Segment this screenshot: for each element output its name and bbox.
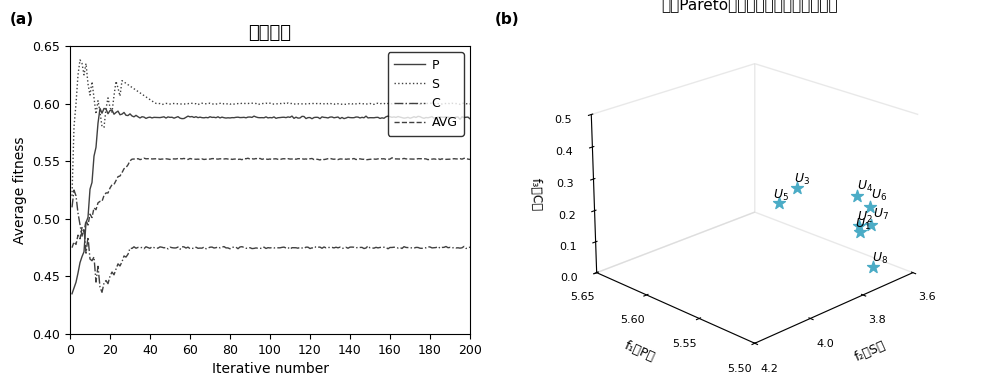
Line: S: S — [72, 60, 470, 196]
C — [84, 257, 96, 262]
X-axis label: Iterative number: Iterative number — [212, 362, 328, 376]
S — [92, 98, 104, 103]
C — [66, 205, 78, 210]
AVG — [172, 156, 184, 161]
Title: 优化过程: 优化过程 — [248, 24, 292, 42]
C — [434, 246, 446, 250]
S — [74, 58, 86, 62]
Text: (a): (a) — [10, 12, 34, 26]
P — [142, 115, 154, 120]
C — [92, 264, 104, 268]
AVG — [386, 156, 398, 160]
P — [446, 115, 458, 120]
S — [66, 194, 78, 198]
C — [144, 246, 156, 251]
AVG — [432, 156, 444, 161]
P — [82, 215, 94, 220]
P — [66, 291, 78, 296]
S — [432, 101, 444, 106]
C — [176, 245, 188, 249]
C — [96, 290, 108, 295]
Line: AVG: AVG — [72, 158, 470, 248]
Line: P: P — [72, 108, 470, 294]
C — [448, 245, 460, 250]
AVG — [446, 157, 458, 161]
S — [174, 102, 186, 106]
Legend: P, S, C, AVG: P, S, C, AVG — [388, 52, 464, 136]
P — [464, 116, 476, 121]
C — [464, 245, 476, 249]
S — [464, 102, 476, 106]
AVG — [464, 157, 476, 162]
AVG — [140, 157, 152, 161]
Y-axis label: f₁（P）: f₁（P） — [622, 339, 657, 364]
S — [84, 93, 96, 98]
X-axis label: f₂（S）: f₂（S） — [853, 339, 888, 364]
AVG — [90, 207, 102, 212]
AVG — [82, 223, 94, 227]
C — [68, 188, 80, 192]
Y-axis label: Average fitness: Average fitness — [13, 136, 27, 244]
Title: 基于Pareto的最优产品概念设计方案集: 基于Pareto的最优产品概念设计方案集 — [662, 0, 838, 12]
P — [174, 116, 186, 121]
P — [90, 145, 102, 150]
Text: (b): (b) — [495, 12, 520, 26]
P — [94, 106, 106, 111]
Line: C: C — [72, 190, 470, 292]
S — [446, 101, 458, 106]
S — [142, 96, 154, 101]
AVG — [66, 245, 78, 250]
P — [432, 115, 444, 120]
